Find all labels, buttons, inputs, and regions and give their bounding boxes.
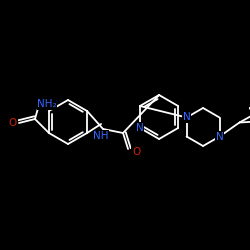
Text: N: N <box>216 132 224 141</box>
Text: N: N <box>183 112 190 122</box>
Text: N: N <box>136 123 144 133</box>
Text: NH₂: NH₂ <box>37 99 57 109</box>
Text: O: O <box>132 147 140 157</box>
Text: NH: NH <box>93 131 109 141</box>
Text: O: O <box>9 118 17 128</box>
